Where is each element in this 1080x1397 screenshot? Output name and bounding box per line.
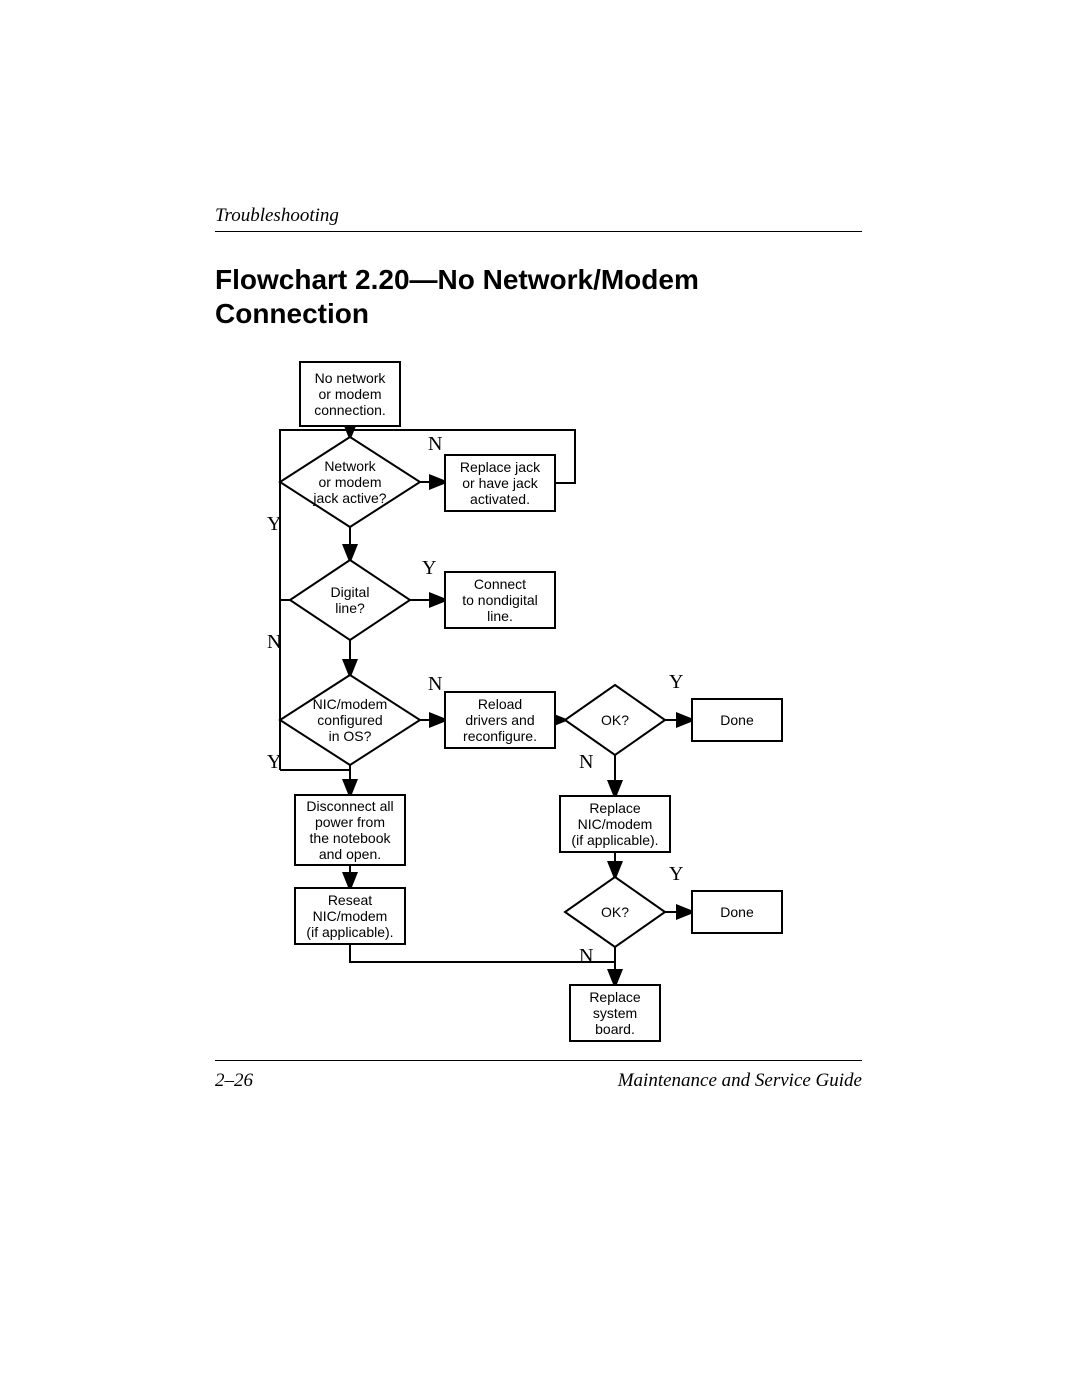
svg-text:line.: line. <box>487 608 513 624</box>
svg-text:(if applicable).: (if applicable). <box>306 924 393 940</box>
svg-text:or have jack: or have jack <box>462 475 538 491</box>
svg-text:or modem: or modem <box>318 474 381 490</box>
svg-text:in OS?: in OS? <box>329 728 372 744</box>
svg-text:Reseat: Reseat <box>328 892 372 908</box>
header-rule <box>215 231 862 232</box>
svg-text:OK?: OK? <box>601 904 629 920</box>
svg-text:Digital: Digital <box>331 584 370 600</box>
svg-text:Replace: Replace <box>589 800 641 816</box>
svg-text:and open.: and open. <box>319 846 381 862</box>
svg-text:to nondigital: to nondigital <box>462 592 538 608</box>
svg-text:Network: Network <box>324 458 376 474</box>
svg-text:Done: Done <box>720 712 754 728</box>
svg-text:configured: configured <box>317 712 382 728</box>
svg-text:activated.: activated. <box>470 491 530 507</box>
svg-text:Y: Y <box>422 557 436 579</box>
svg-text:NIC/modem: NIC/modem <box>313 908 388 924</box>
svg-text:connection.: connection. <box>314 402 386 418</box>
svg-text:Reload: Reload <box>478 696 522 712</box>
flowchart-diagram: NYYNNYYNYNNo networkor modemconnection.N… <box>215 350 862 1060</box>
svg-text:Replace jack: Replace jack <box>460 459 541 475</box>
svg-text:jack active?: jack active? <box>312 490 386 506</box>
svg-text:No network: No network <box>315 370 387 386</box>
svg-text:line?: line? <box>335 600 365 616</box>
svg-text:N: N <box>267 631 281 653</box>
svg-text:NIC/modem: NIC/modem <box>313 696 388 712</box>
page-title: Flowchart 2.20—No Network/Modem Connecti… <box>215 263 815 330</box>
svg-text:N: N <box>428 673 442 695</box>
svg-text:(if applicable).: (if applicable). <box>571 832 658 848</box>
guide-name: Maintenance and Service Guide <box>618 1070 862 1092</box>
svg-text:system: system <box>593 1005 637 1021</box>
svg-text:OK?: OK? <box>601 712 629 728</box>
svg-text:Done: Done <box>720 904 754 920</box>
svg-text:board.: board. <box>595 1021 635 1037</box>
svg-text:the notebook: the notebook <box>310 830 392 846</box>
svg-text:Y: Y <box>267 513 281 535</box>
svg-text:Disconnect all: Disconnect all <box>306 798 393 814</box>
svg-text:reconfigure.: reconfigure. <box>463 728 537 744</box>
svg-text:Connect: Connect <box>474 576 526 592</box>
svg-text:N: N <box>428 433 442 455</box>
svg-text:Y: Y <box>669 863 683 885</box>
svg-text:power from: power from <box>315 814 385 830</box>
svg-text:drivers and: drivers and <box>465 712 534 728</box>
footer-rule <box>215 1060 862 1061</box>
svg-text:Replace: Replace <box>589 989 641 1005</box>
svg-text:Y: Y <box>669 671 683 693</box>
svg-text:N: N <box>579 751 593 773</box>
section-header-label: Troubleshooting <box>215 205 339 227</box>
svg-text:Y: Y <box>267 751 281 773</box>
svg-text:N: N <box>579 945 593 967</box>
svg-text:or modem: or modem <box>318 386 381 402</box>
page-number: 2–26 <box>215 1070 253 1092</box>
document-page: Troubleshooting Flowchart 2.20—No Networ… <box>0 0 1080 1397</box>
svg-text:NIC/modem: NIC/modem <box>578 816 653 832</box>
